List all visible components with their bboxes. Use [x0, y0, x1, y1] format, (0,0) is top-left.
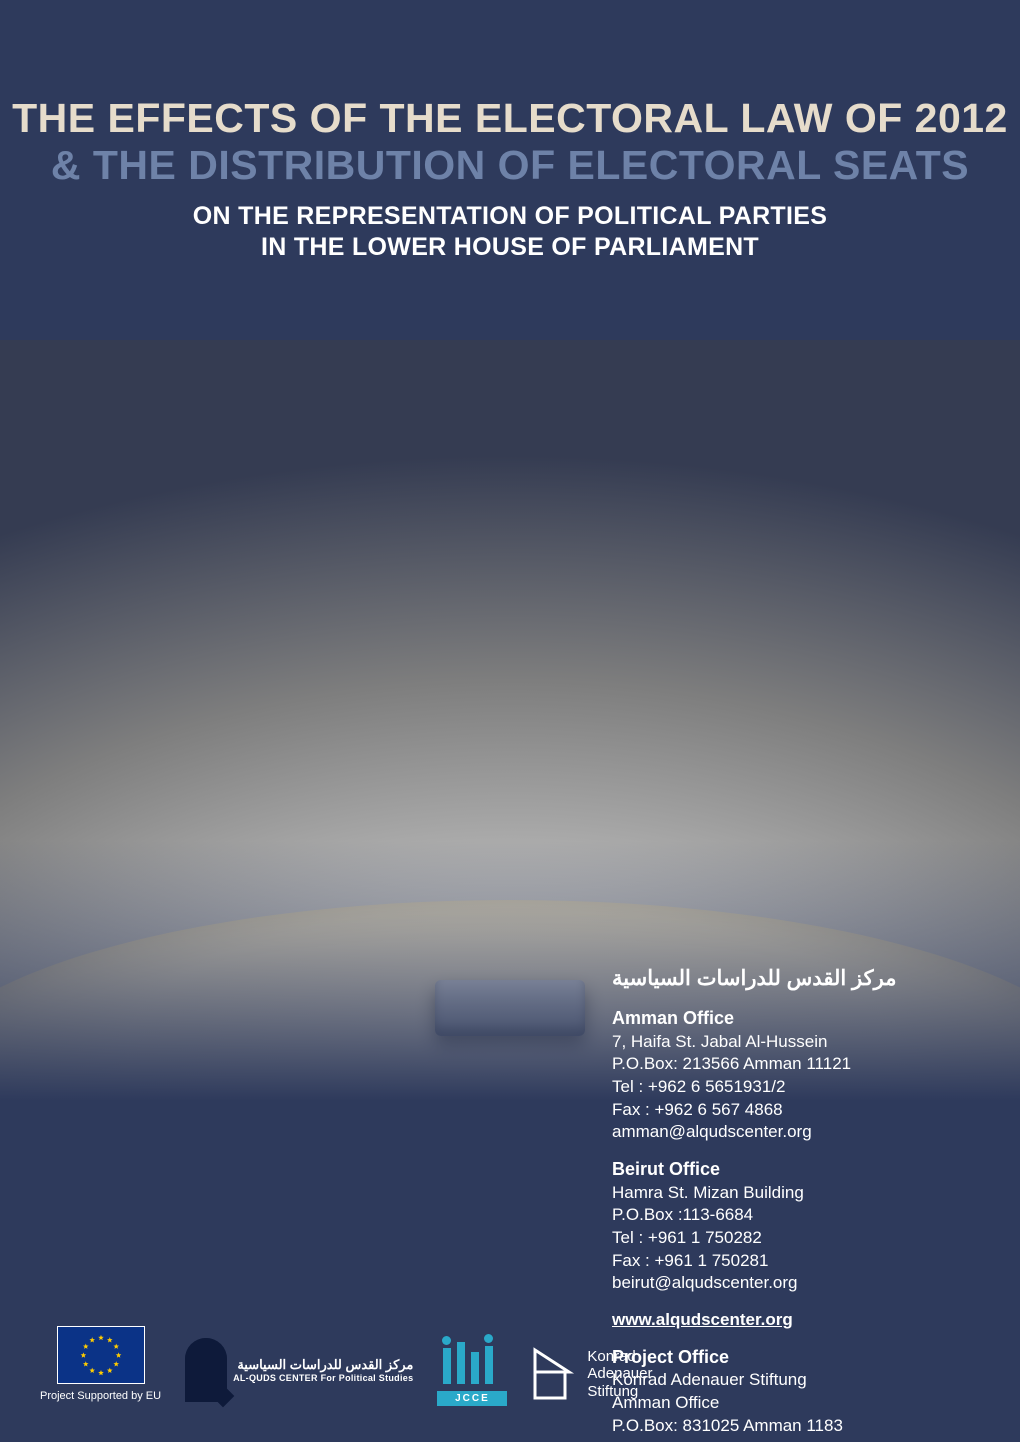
seat-segment	[0, 1046, 80, 1084]
eu-flag-icon	[57, 1326, 145, 1384]
beirut-line: Tel : +961 1 750282	[612, 1227, 972, 1250]
beirut-email: beirut@alqudscenter.org	[612, 1272, 972, 1295]
subtitle-line-1: ON THE REPRESENTATION OF POLITICAL PARTI…	[0, 201, 1020, 232]
title-line-2: & THE DISTRIBUTION OF ELECTORAL SEATS	[0, 142, 1020, 189]
alquds-arabic: مركز القدس للدراسات السياسية	[233, 1357, 413, 1373]
kas-mark-icon	[531, 1346, 577, 1402]
subtitle: ON THE REPRESENTATION OF POLITICAL PARTI…	[0, 201, 1020, 264]
jcce-label: JCCE	[437, 1391, 507, 1406]
hall-podium	[435, 980, 585, 1036]
project-line: Amman Office	[612, 1392, 972, 1415]
amman-line: 7, Haifa St. Jabal Al-Hussein	[612, 1031, 972, 1054]
beirut-line: Fax : +961 1 750281	[612, 1250, 972, 1273]
kas-logo: Konrad Adenauer Stiftung	[531, 1346, 652, 1402]
project-line: P.O.Box: 831025 Amman 1183	[612, 1415, 972, 1438]
beirut-line: Hamra St. Mizan Building	[612, 1182, 972, 1205]
jcce-logo: JCCE	[437, 1342, 507, 1402]
kas-line: Adenauer	[587, 1365, 652, 1382]
seat-segment	[0, 1000, 83, 1054]
kas-line: Konrad	[587, 1348, 652, 1365]
seat-segment	[0, 850, 90, 890]
title-block: THE EFFECTS OF THE ELECTORAL LAW OF 2012…	[0, 0, 1020, 264]
amman-line: Fax : +962 6 567 4868	[612, 1099, 972, 1122]
amman-email: amman@alqudscenter.org	[612, 1121, 972, 1144]
subtitle-line-2: IN THE LOWER HOUSE OF PARLIAMENT	[0, 232, 1020, 263]
seat-segment	[0, 881, 93, 939]
amman-line: P.O.Box: 213566 Amman 11121	[612, 1053, 972, 1076]
alquds-q-mark-icon	[185, 1338, 227, 1402]
seat-segment	[0, 1076, 83, 1100]
title-line-1: THE EFFECTS OF THE ELECTORAL LAW OF 2012	[0, 95, 1020, 142]
contact-panel: مركز القدس للدراسات السياسية Amman Offic…	[612, 965, 972, 1437]
jcce-mark-icon: JCCE	[437, 1342, 507, 1402]
eu-logo: Project Supported by EU	[40, 1326, 161, 1402]
amman-line: Tel : +962 6 5651931/2	[612, 1076, 972, 1099]
alquds-logo: مركز القدس للدراسات السياسية AL-QUDS CEN…	[185, 1338, 413, 1402]
alquds-english: AL-QUDS CENTER For Political Studies	[233, 1373, 413, 1383]
org-name-arabic: مركز القدس للدراسات السياسية	[612, 965, 972, 993]
logos-row: Project Supported by EU مركز القدس للدرا…	[40, 1326, 652, 1402]
seat-segment	[0, 913, 94, 987]
eu-caption: Project Supported by EU	[40, 1390, 161, 1402]
project-office-heading: Project Office	[612, 1346, 972, 1370]
project-line: Konrad Adenauer Stiftung	[612, 1369, 972, 1392]
beirut-line: P.O.Box :113-6684	[612, 1204, 972, 1227]
seat-segment	[0, 955, 84, 1023]
kas-line: Stiftung	[587, 1383, 652, 1400]
website: www.alqudscenter.org	[612, 1309, 972, 1332]
beirut-office-heading: Beirut Office	[612, 1158, 972, 1182]
amman-office-heading: Amman Office	[612, 1007, 972, 1031]
kas-text: Konrad Adenauer Stiftung	[587, 1348, 652, 1400]
